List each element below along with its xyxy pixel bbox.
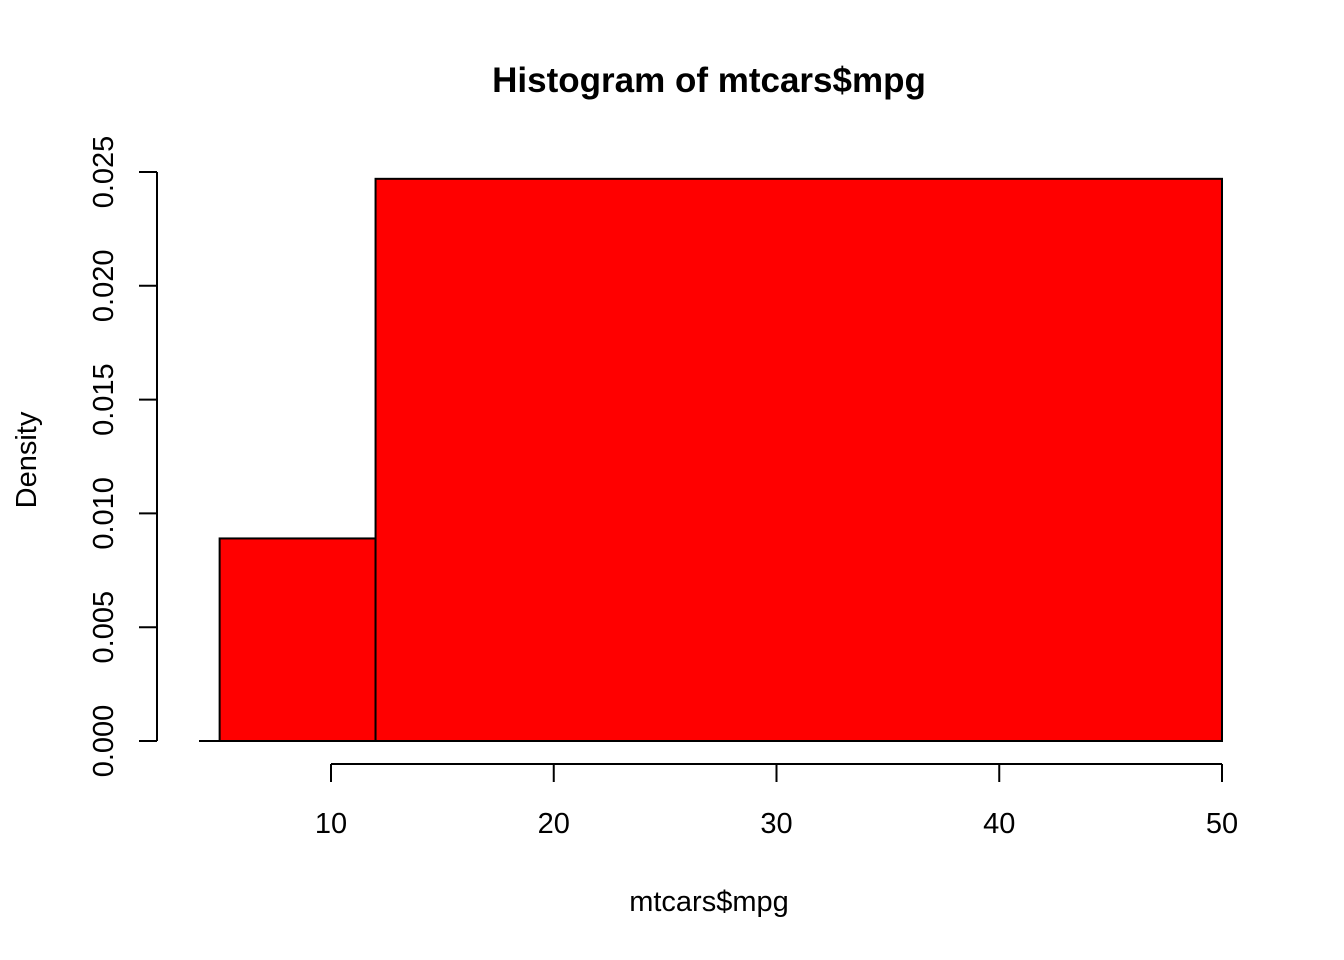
y-tick-label: 0.000 [88,705,120,778]
x-tick-label: 40 [983,808,1015,840]
y-tick-label: 0.005 [88,591,120,664]
y-tick-label: 0.020 [88,250,120,323]
bars-group [199,177,1223,742]
x-tick-label: 50 [1206,808,1238,840]
x-tick-label: 10 [315,808,347,840]
y-tick-label: 0.015 [88,363,120,436]
y-axis: 0.000 0.005 0.010 0.015 0.020 0.025 [88,136,158,778]
x-axis: 10 20 30 40 50 [315,763,1238,840]
y-tick-label: 0.025 [88,136,120,209]
x-tick-label: 20 [538,808,570,840]
x-axis-label: mtcars$mpg [629,886,789,918]
y-axis-label: Density [11,411,43,508]
histogram-bar-1 [218,537,377,742]
x-tick-label: 30 [760,808,792,840]
histogram-bar-2 [374,177,1223,742]
y-tick-label: 0.010 [88,477,120,550]
chart-title: Histogram of mtcars$mpg [492,61,926,100]
